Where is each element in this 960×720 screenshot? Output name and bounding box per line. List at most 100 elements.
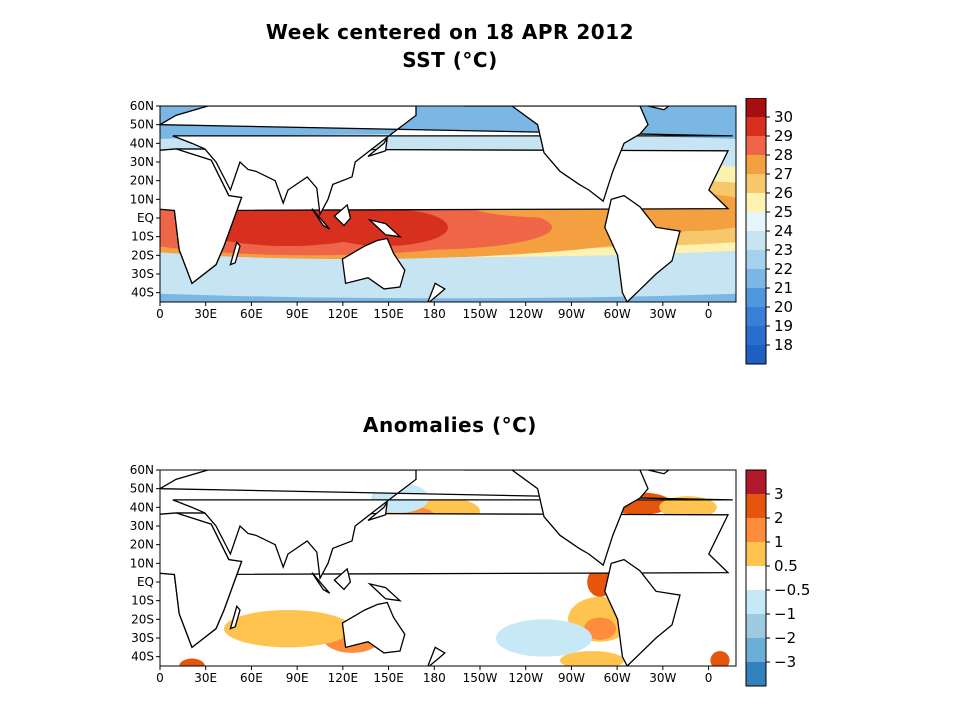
field-blob — [224, 610, 352, 648]
x-tick-label: 150W — [463, 671, 498, 685]
map-field — [160, 106, 736, 302]
y-tick-label: 20S — [131, 248, 154, 262]
colorbar-swatch — [746, 288, 766, 308]
figure-title: Week centered on 18 APR 2012 — [265, 20, 635, 44]
colorbar-swatch — [746, 155, 766, 175]
colorbar-label: 24 — [774, 222, 793, 240]
colorbar-label: 27 — [774, 165, 793, 183]
colorbar-label: −3 — [774, 653, 796, 671]
colorbar-label: 22 — [774, 260, 793, 278]
colorbar-label: −2 — [774, 629, 796, 647]
map-frame — [159, 469, 737, 667]
colorbar-swatch — [746, 494, 766, 519]
y-tick-label: 10S — [131, 594, 154, 608]
colorbar-label: −0.5 — [774, 581, 810, 599]
landmass — [311, 572, 331, 594]
colorbar-label: 28 — [774, 146, 793, 164]
colorbar-swatch — [746, 174, 766, 194]
colorbar-swatch — [746, 566, 766, 591]
landmass — [647, 106, 670, 111]
colorbar-swatch — [746, 638, 766, 663]
x-tick-label: 120W — [508, 307, 543, 321]
colorbar-swatch — [746, 662, 766, 687]
landmass — [647, 470, 670, 475]
y-tick-label: 40N — [130, 500, 154, 514]
landmass — [341, 601, 406, 654]
landmass — [604, 194, 681, 302]
landmass-wrap — [160, 512, 243, 649]
colorbar-label: 0.5 — [774, 557, 798, 575]
y-tick-label: 40N — [130, 136, 154, 150]
landmass — [229, 240, 241, 266]
landmass — [229, 604, 241, 630]
landmass — [367, 218, 402, 238]
y-tick-label: 20S — [131, 612, 154, 626]
colorbar-swatch — [746, 231, 766, 251]
field-blob — [659, 496, 717, 519]
y-tick-label: 30S — [131, 267, 154, 281]
x-tick-label: 180 — [423, 307, 446, 321]
landmass — [427, 646, 446, 666]
y-tick-label: 50N — [130, 118, 154, 132]
colorbar-swatch — [746, 212, 766, 232]
colorbar-label: 18 — [774, 336, 793, 354]
field-blob — [496, 619, 592, 657]
colorbar-swatch — [746, 98, 766, 118]
colorbar-swatch — [746, 307, 766, 327]
y-tick-label: 10N — [130, 192, 154, 206]
colorbar-frame — [745, 469, 767, 687]
anomaly-panel-title: Anomalies (°C) — [363, 413, 537, 437]
colorbar-label: 30 — [774, 108, 793, 126]
x-tick-label: 90E — [286, 671, 309, 685]
x-tick-label: 150E — [373, 307, 404, 321]
colorbar-swatch — [746, 590, 766, 615]
landmass — [464, 470, 649, 567]
colorbar-swatch — [746, 326, 766, 346]
field-blob — [179, 658, 205, 666]
x-tick-label: 0 — [156, 671, 164, 685]
map-frame — [159, 105, 737, 303]
y-tick-label: EQ — [137, 575, 154, 589]
colorbar-label: −1 — [774, 605, 796, 623]
colorbar-label: 19 — [774, 317, 793, 335]
colorbar-label: 20 — [774, 298, 793, 316]
x-tick-label: 0 — [705, 307, 713, 321]
landmass — [333, 203, 352, 227]
x-tick-label: 120E — [328, 671, 359, 685]
colorbar-swatch — [746, 542, 766, 567]
y-tick-label: 20N — [130, 174, 154, 188]
x-tick-label: 30W — [649, 307, 676, 321]
colorbar-label: 23 — [774, 241, 793, 259]
landmass-wrap — [160, 148, 243, 285]
y-tick-label: 30N — [130, 155, 154, 169]
colorbar-label: 29 — [774, 127, 793, 145]
colorbar-label: 25 — [774, 203, 793, 221]
x-tick-label: 30E — [194, 671, 217, 685]
colorbar-swatch — [746, 136, 766, 156]
landmass — [427, 282, 446, 302]
field-blob — [584, 617, 616, 640]
landmass — [367, 582, 402, 602]
map-field — [160, 470, 736, 666]
y-tick-label: 10N — [130, 556, 154, 570]
landmass — [341, 237, 406, 290]
x-tick-label: 60W — [604, 671, 631, 685]
y-tick-label: 50N — [130, 482, 154, 496]
landmass — [333, 567, 352, 591]
y-tick-label: EQ — [137, 211, 154, 225]
y-tick-label: 30S — [131, 631, 154, 645]
x-tick-label: 180 — [423, 671, 446, 685]
x-tick-label: 150E — [373, 671, 404, 685]
colorbar-swatch — [746, 614, 766, 639]
y-tick-label: 20N — [130, 538, 154, 552]
x-tick-label: 90E — [286, 307, 309, 321]
y-tick-label: 60N — [130, 463, 154, 477]
x-tick-label: 120W — [508, 671, 543, 685]
x-tick-label: 60W — [604, 307, 631, 321]
y-tick-label: 30N — [130, 519, 154, 533]
colorbar-swatch — [746, 250, 766, 270]
colorbar-swatch — [746, 117, 766, 137]
colorbar-swatch — [746, 193, 766, 213]
